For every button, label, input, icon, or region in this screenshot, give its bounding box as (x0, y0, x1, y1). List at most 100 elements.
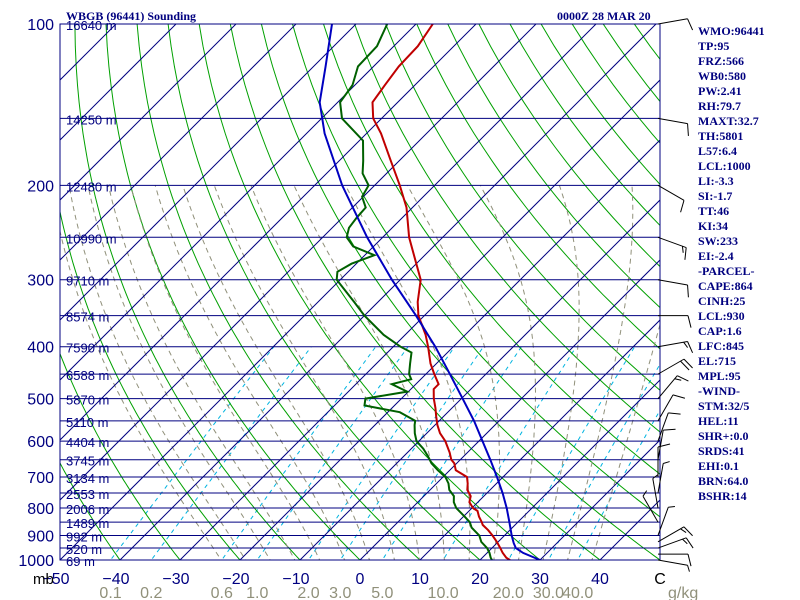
isotherm (479, 379, 660, 560)
wind-barb-flag (680, 360, 690, 371)
isotherm (299, 199, 660, 560)
isotherm (119, 24, 657, 560)
moist-adiabat (479, 185, 536, 560)
index-item: LFC:845 (698, 339, 744, 353)
wind-barb-staff (657, 236, 687, 249)
height-label: 10990 m (66, 231, 117, 246)
mixing-ratio-line (256, 346, 409, 560)
dewpoint-trace (335, 24, 493, 560)
pressure-tick-label: 500 (27, 392, 54, 409)
height-label: 992 m (66, 529, 102, 544)
wind-barb (657, 526, 693, 543)
wind-barb-flag (652, 474, 659, 479)
isotherm (60, 24, 537, 501)
wind-barb-staff (657, 526, 685, 543)
index-item: WB0:580 (698, 69, 746, 83)
temperature-unit-label: C (654, 571, 666, 588)
moist-adiabat (68, 185, 247, 560)
wind-barb-flag (642, 490, 648, 497)
index-item: CINH:25 (698, 294, 746, 308)
height-label: 2553 m (66, 487, 109, 502)
moist-adiabat (591, 322, 660, 560)
height-label: 3745 m (66, 454, 109, 469)
index-item: KI:34 (698, 219, 728, 233)
dry-adiabat (292, 24, 660, 518)
height-label: 7590 m (66, 341, 109, 356)
temperature-tick-label: −20 (222, 571, 249, 588)
dry-adiabat (136, 24, 421, 560)
wind-barb-flag (681, 246, 684, 253)
mixing-ratio-line (109, 346, 275, 560)
wind-barb-staff (657, 559, 688, 566)
mixing-ratio-label: 5.0 (371, 585, 393, 600)
wind-barb-staff (657, 117, 688, 125)
wind-barb-flag (674, 378, 682, 381)
index-item: EHI:0.1 (698, 459, 740, 473)
wind-barb (657, 537, 694, 549)
wind-barb (642, 490, 659, 523)
mixing-ratio-line (442, 346, 577, 560)
wind-barb (657, 394, 686, 422)
temperature-tick-label: 20 (471, 571, 489, 588)
wind-barb-flag (687, 18, 694, 31)
wind-barb-column (642, 18, 694, 572)
wind-barb (657, 375, 689, 399)
mixing-ratio-label: 30.0 (533, 585, 564, 600)
wind-barb (657, 184, 685, 213)
dry-adiabat (60, 461, 121, 560)
dry-adiabat (478, 24, 660, 268)
index-item: MPL:95 (698, 369, 741, 383)
valid-time: 0000Z 28 MAR 20 (557, 9, 651, 23)
mixing-ratio-label: 40.0 (562, 585, 593, 600)
dry-adiabat (167, 24, 481, 560)
mixing-ratio-label: 20.0 (493, 585, 524, 600)
moist-adiabat (107, 185, 296, 560)
moist-adiabat (542, 185, 580, 560)
dry-adiabat (74, 24, 301, 560)
mixing-ratio-line (339, 346, 484, 560)
height-label: 3134 m (66, 471, 109, 486)
index-item: SRDS:41 (698, 444, 745, 458)
isotherm (60, 24, 597, 560)
wind-barb-staff (657, 184, 685, 201)
isotherm (60, 24, 297, 261)
pressure-tick-label: 1000 (18, 553, 54, 570)
wind-barb-staff (657, 375, 678, 399)
height-label: 16640 m (66, 18, 117, 33)
mixing-ratio-unit: g/kg (668, 585, 698, 600)
wind-barb (658, 315, 692, 328)
temperature-tick-label: 10 (411, 571, 429, 588)
pressure-unit-label: mb (33, 571, 54, 588)
index-item: LCL:1000 (698, 159, 751, 173)
isotherm (60, 24, 357, 321)
height-label: 4404 m (66, 435, 109, 450)
mixing-ratio-line (150, 346, 312, 560)
wind-barb (657, 18, 694, 31)
wind-barb-flag (680, 200, 685, 213)
wind-barb (657, 236, 687, 260)
dry-adiabat (447, 24, 660, 309)
height-label: 14250 m (66, 112, 117, 127)
mixing-ratio-label: 3.0 (329, 585, 351, 600)
wind-barb-staff (657, 430, 664, 460)
moist-adiabat (154, 185, 346, 560)
diagram-background-lines (60, 24, 660, 560)
pressure-tick-label: 300 (27, 273, 54, 290)
wind-barb-staff (642, 495, 659, 523)
temperature-tick-label: −40 (102, 571, 129, 588)
mixing-ratio-label: 2.0 (297, 585, 319, 600)
index-item: HEL:11 (698, 414, 739, 428)
index-item: -WIND- (698, 384, 740, 398)
dry-adiabat (60, 352, 181, 560)
wind-barb (652, 474, 659, 509)
wind-barb-flag (687, 565, 690, 572)
mixing-ratio-line (221, 346, 377, 560)
wind-barb-flag (677, 375, 689, 382)
height-label: 520 m (66, 542, 102, 557)
mixing-ratio-label: 0.1 (99, 585, 121, 600)
wind-barb-flag (672, 394, 686, 399)
index-item: SHR+:0.0 (698, 429, 749, 443)
dry-adiabat (385, 24, 660, 391)
index-item: L57:6.4 (698, 144, 737, 158)
